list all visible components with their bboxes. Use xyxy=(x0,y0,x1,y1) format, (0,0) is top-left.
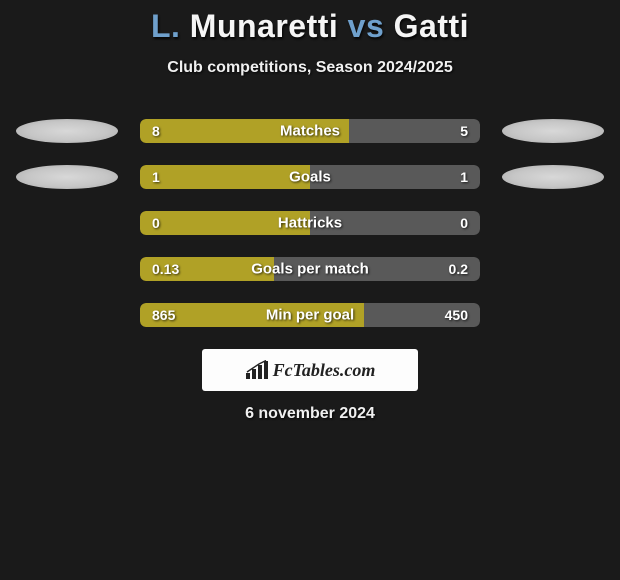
right-value: 450 xyxy=(445,307,468,323)
stat-row: 865 450 Min per goal xyxy=(0,303,620,327)
left-value: 865 xyxy=(152,307,175,323)
brand-box[interactable]: FcTables.com xyxy=(202,349,418,391)
right-value: 5 xyxy=(460,123,468,139)
bar-left-fill xyxy=(140,165,310,189)
player1-avatar-ellipse xyxy=(16,165,118,189)
comparison-rows: 8 5 Matches 1 1 Goals 0 0 Hattricks 0.13 0.2 Goals … xyxy=(0,119,620,327)
stat-row: 0 0 Hattricks xyxy=(0,211,620,235)
stat-label: Goals xyxy=(289,169,331,186)
stat-bar: 0.13 0.2 Goals per match xyxy=(140,257,480,281)
title-player2: Gatti xyxy=(394,8,469,44)
stat-label: Hattricks xyxy=(278,215,342,232)
left-value: 0.13 xyxy=(152,261,179,277)
stat-label: Min per goal xyxy=(266,307,354,324)
stat-bar: 865 450 Min per goal xyxy=(140,303,480,327)
stat-row: 8 5 Matches xyxy=(0,119,620,143)
title-player1: Munaretti xyxy=(190,8,339,44)
stat-row: 1 1 Goals xyxy=(0,165,620,189)
player2-avatar-ellipse xyxy=(502,165,604,189)
right-value: 1 xyxy=(460,169,468,185)
player1-avatar-ellipse xyxy=(16,119,118,143)
stat-bar: 1 1 Goals xyxy=(140,165,480,189)
stat-label: Goals per match xyxy=(251,261,369,278)
bars-icon xyxy=(245,360,269,380)
right-value: 0.2 xyxy=(449,261,468,277)
brand-text: FcTables.com xyxy=(273,360,376,381)
left-value: 1 xyxy=(152,169,160,185)
page-title: L. Munaretti vs Gatti xyxy=(0,8,620,45)
footer-date: 6 november 2024 xyxy=(0,405,620,423)
title-vs: vs xyxy=(348,8,385,44)
subtitle: Club competitions, Season 2024/2025 xyxy=(0,59,620,77)
container: L. Munaretti vs Gatti Club competitions,… xyxy=(0,0,620,423)
left-value: 0 xyxy=(152,215,160,231)
stat-label: Matches xyxy=(280,123,340,140)
stat-bar: 0 0 Hattricks xyxy=(140,211,480,235)
stat-row: 0.13 0.2 Goals per match xyxy=(0,257,620,281)
right-value: 0 xyxy=(460,215,468,231)
title-prefix: L. xyxy=(151,8,180,44)
left-value: 8 xyxy=(152,123,160,139)
bar-right-fill xyxy=(310,165,480,189)
stat-bar: 8 5 Matches xyxy=(140,119,480,143)
player2-avatar-ellipse xyxy=(502,119,604,143)
